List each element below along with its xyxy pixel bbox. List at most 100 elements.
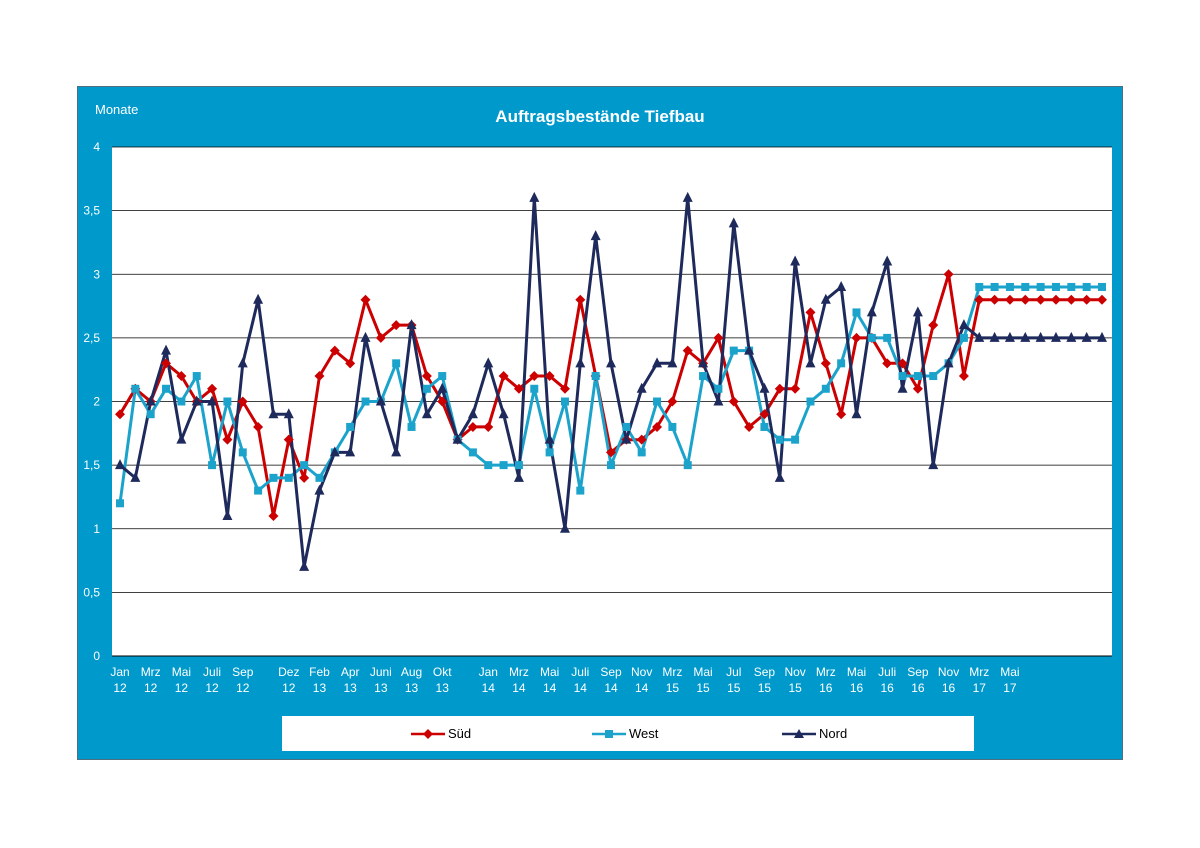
y-tick-label: 1,5 — [83, 458, 100, 472]
data-point-sued — [1081, 294, 1092, 305]
x-tick-label: Sep — [232, 665, 254, 679]
y-tick-label: 0 — [93, 649, 100, 663]
legend-label-west: West — [629, 726, 659, 741]
data-point-sued — [790, 383, 801, 394]
data-point-sued — [882, 358, 893, 369]
data-point-west — [898, 372, 907, 381]
data-point-west — [254, 486, 263, 495]
data-point-sued — [958, 371, 969, 382]
x-tick-label: Juli — [203, 665, 221, 679]
x-tick-label: 17 — [973, 681, 987, 695]
data-point-sued — [437, 396, 448, 407]
x-tick-label: 15 — [727, 681, 741, 695]
data-point-nord — [253, 293, 264, 304]
data-point-nord — [176, 433, 187, 444]
data-point-west — [300, 461, 309, 470]
data-point-west — [852, 308, 861, 317]
x-tick-label: 12 — [282, 681, 296, 695]
x-tick-labels: Jan 12 Mrz 12 Mai 12 Juli 12 Sep 12 Dez 12 Feb 13 Apr 1… — [110, 665, 1019, 695]
data-point-sued — [391, 320, 402, 331]
data-point-nord — [191, 395, 202, 406]
data-point-nord — [483, 357, 494, 368]
legend: Süd West Nord — [282, 716, 974, 751]
chart-title: Auftragsbestände Tiefbau — [495, 107, 705, 126]
data-point-nord — [851, 408, 862, 419]
data-point-nord — [836, 280, 847, 291]
data-point-sued — [329, 345, 340, 356]
x-tick-label: 15 — [758, 681, 772, 695]
x-tick-label: 13 — [436, 681, 450, 695]
data-point-west — [238, 448, 247, 457]
data-point-nord — [145, 395, 156, 406]
data-point-west — [913, 372, 922, 381]
data-point-nord — [1081, 331, 1092, 342]
data-point-nord — [513, 471, 524, 482]
data-point-nord — [329, 446, 340, 457]
data-point-sued — [283, 434, 294, 445]
data-point-nord — [974, 331, 985, 342]
data-point-west — [837, 359, 846, 368]
x-tick-label: Mai — [693, 665, 712, 679]
data-point-west — [1051, 282, 1060, 291]
data-point-nord — [529, 191, 540, 202]
data-point-sued — [513, 383, 524, 394]
x-tick-label: 13 — [405, 681, 419, 695]
data-point-nord — [606, 357, 616, 368]
data-point-sued — [161, 358, 172, 369]
data-point-west — [637, 448, 646, 457]
x-tick-label: Mrz — [509, 665, 529, 679]
data-point-sued — [421, 371, 432, 382]
x-tick-label: Jan — [479, 665, 498, 679]
data-point-nord — [989, 331, 1000, 342]
data-point-nord — [652, 357, 663, 368]
x-tick-label: Nov — [784, 665, 805, 679]
data-point-west — [975, 282, 984, 291]
data-point-sued — [636, 434, 647, 445]
x-tick-label: 12 — [144, 681, 158, 695]
x-tick-label: Mai — [172, 665, 191, 679]
data-point-west — [407, 422, 416, 431]
data-point-nord — [559, 522, 570, 533]
data-point-nord — [728, 217, 739, 228]
data-point-sued — [467, 421, 478, 432]
x-tick-label: 14 — [543, 681, 557, 695]
data-point-sued — [1004, 294, 1015, 305]
data-point-sued — [1020, 294, 1031, 305]
data-point-sued — [268, 511, 279, 522]
x-tick-label: 14 — [604, 681, 618, 695]
data-point-sued — [176, 371, 187, 382]
data-point-nord — [790, 255, 801, 266]
legend-swatch-sued — [411, 728, 445, 739]
x-tick-label: 15 — [788, 681, 802, 695]
data-point-nord — [866, 306, 877, 317]
data-point-west — [1005, 282, 1014, 291]
data-point-nord — [421, 408, 432, 419]
data-point-west — [806, 397, 815, 406]
x-tick-label: Sep — [754, 665, 776, 679]
data-point-nord — [406, 319, 417, 330]
data-point-sued — [744, 421, 755, 432]
data-point-west — [699, 372, 708, 381]
data-point-sued — [943, 269, 954, 280]
data-point-nord — [805, 357, 816, 368]
data-point-nord — [207, 395, 218, 406]
data-point-nord — [943, 357, 954, 368]
data-point-nord — [698, 357, 709, 368]
data-point-nord — [222, 510, 233, 521]
x-tick-label: 12 — [236, 681, 250, 695]
data-point-west — [560, 397, 569, 406]
data-point-nord — [115, 459, 125, 470]
x-tick-label: Mai — [540, 665, 559, 679]
x-tick-label: Jan — [110, 665, 129, 679]
data-point-sued — [544, 371, 555, 382]
data-point-sued — [575, 294, 586, 305]
data-point-sued — [606, 447, 616, 458]
data-point-sued — [759, 409, 770, 420]
data-point-nord — [958, 319, 969, 330]
x-tick-label: Mrz — [969, 665, 989, 679]
x-tick-label: 16 — [911, 681, 925, 695]
data-point-sued — [912, 383, 923, 394]
data-point-sued — [682, 345, 693, 356]
data-point-west — [346, 422, 355, 431]
data-point-west — [990, 282, 999, 291]
